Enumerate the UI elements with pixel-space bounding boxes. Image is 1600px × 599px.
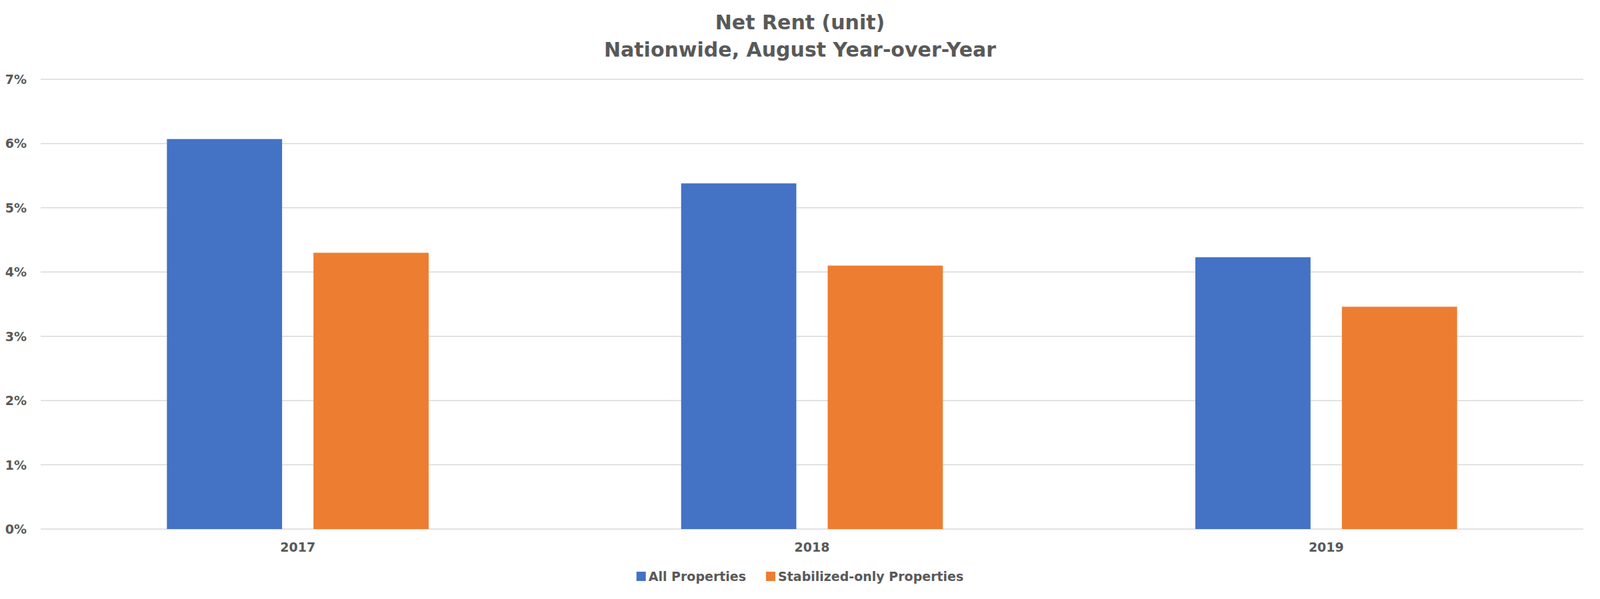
- tick-label: 6%: [5, 136, 27, 151]
- bar: [1195, 257, 1311, 530]
- title: Net Rent (unit): [715, 10, 886, 34]
- chart: Net Rent (unit) Nationwide, August Year-o…: [0, 0, 1600, 599]
- tick-label: 4%: [5, 264, 27, 280]
- tick-label: 2%: [5, 393, 27, 408]
- subtitle: Nationwide, August Year-over-Year: [604, 38, 996, 62]
- bar: [681, 183, 797, 530]
- tick-label: 1%: [5, 458, 27, 473]
- category-label: 2017: [280, 540, 316, 555]
- tick-label: 3%: [5, 329, 27, 344]
- legend-label: Stabilized-only Properties: [778, 569, 964, 584]
- bar: [828, 266, 944, 530]
- bar: [1342, 306, 1458, 530]
- legend-label: All Properties: [648, 569, 746, 584]
- legend-swatch: [766, 572, 776, 582]
- category-label: 2018: [794, 540, 830, 555]
- category-label: 2019: [1308, 540, 1344, 555]
- bar: [166, 139, 282, 530]
- bars: [166, 139, 1457, 530]
- tick-label: 7%: [5, 72, 27, 87]
- tick-label: 5%: [5, 200, 27, 216]
- bar: [313, 252, 429, 530]
- legend: All Properties Stabilized-only Properties: [636, 569, 964, 584]
- grid-line: [40, 78, 1584, 80]
- legend-swatch: [636, 572, 646, 582]
- tick-label: 0%: [5, 522, 27, 537]
